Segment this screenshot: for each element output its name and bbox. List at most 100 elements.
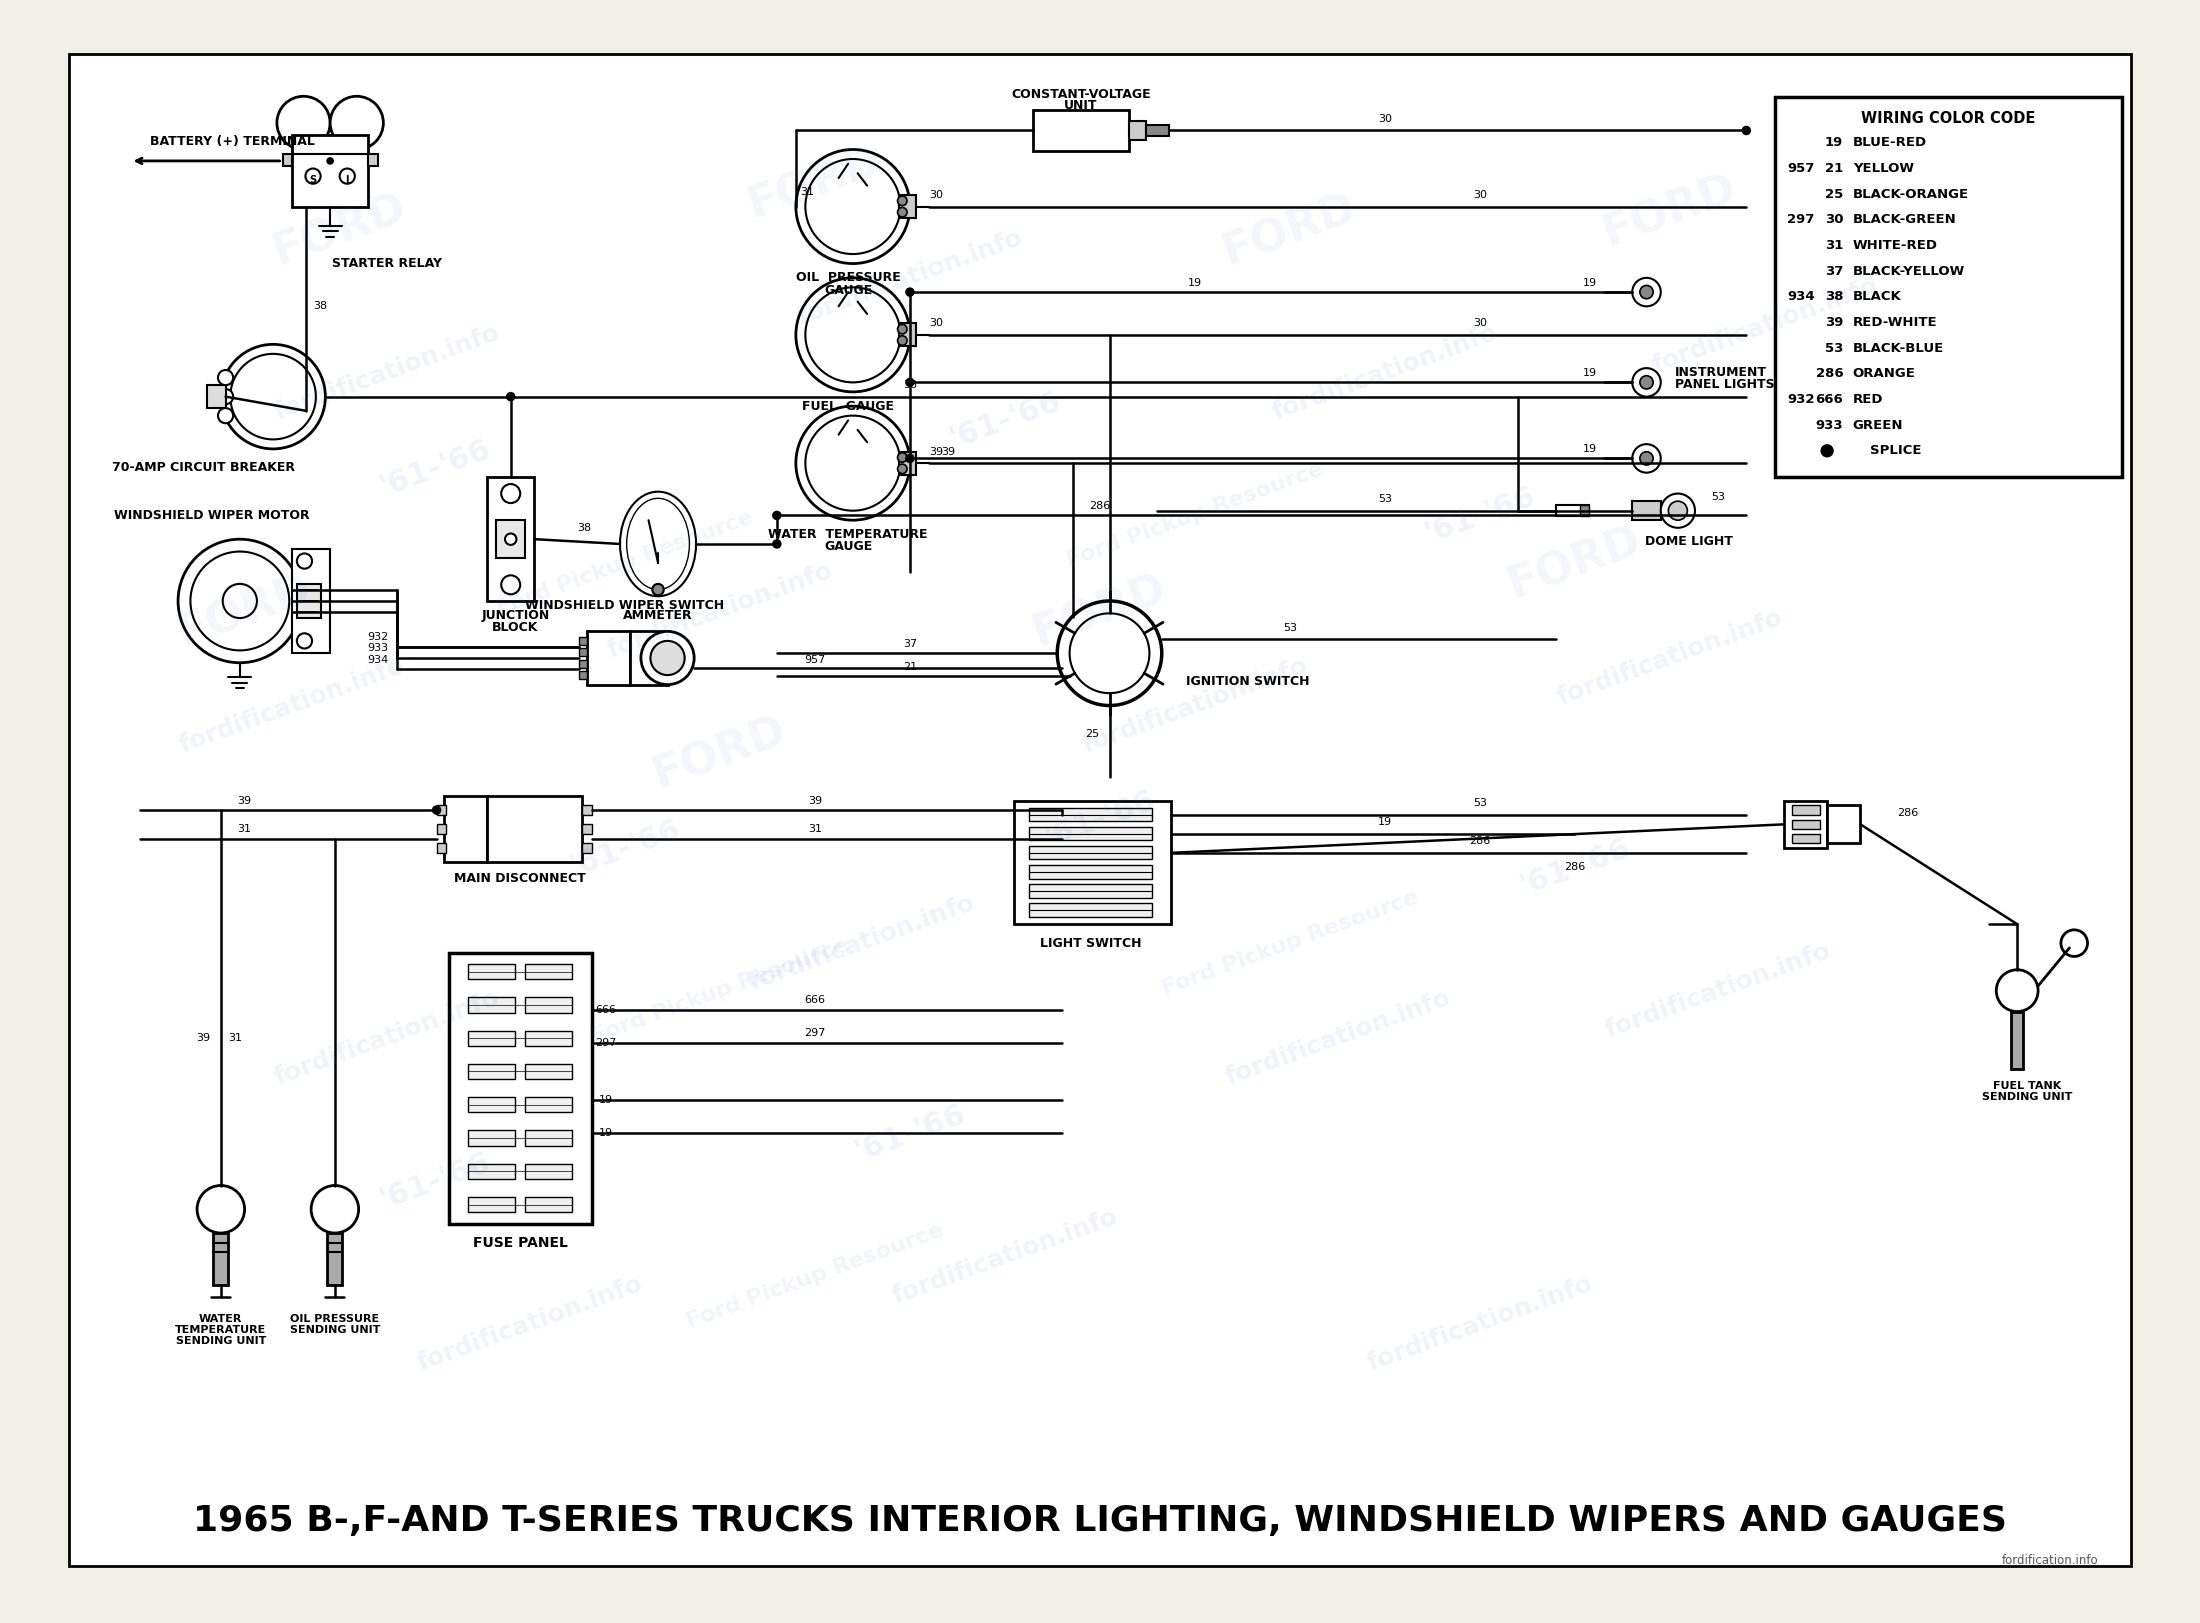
Text: OIL PRESSURE: OIL PRESSURE — [290, 1313, 378, 1324]
Circle shape — [1668, 502, 1687, 521]
Circle shape — [805, 287, 900, 383]
Bar — [1129, 122, 1146, 140]
Text: 19: 19 — [1377, 818, 1393, 828]
Text: 286: 286 — [1470, 836, 1492, 847]
Bar — [1826, 805, 1861, 844]
Text: 38: 38 — [902, 380, 917, 390]
Text: fordification.info: fordification.info — [271, 321, 504, 425]
Text: RED-WHITE: RED-WHITE — [1852, 316, 1938, 329]
Text: 37: 37 — [1824, 265, 1844, 278]
Circle shape — [218, 390, 233, 404]
Text: GAUGE: GAUGE — [825, 540, 871, 553]
Text: fordification.info: fordification.info — [176, 654, 409, 758]
Text: 297: 297 — [594, 1039, 616, 1048]
Circle shape — [1639, 375, 1652, 390]
Circle shape — [653, 584, 664, 596]
Text: BATTERY (+) TERMINAL: BATTERY (+) TERMINAL — [150, 135, 315, 148]
Circle shape — [310, 1185, 359, 1233]
Text: OIL  PRESSURE: OIL PRESSURE — [796, 271, 900, 284]
Bar — [1030, 865, 1153, 878]
Text: fordification.info: fordification.info — [794, 226, 1025, 329]
Circle shape — [640, 631, 695, 685]
Text: '61-'66: '61-'66 — [1516, 834, 1635, 901]
Text: FORD: FORD — [1503, 519, 1648, 607]
Bar — [579, 661, 587, 667]
Circle shape — [898, 464, 906, 474]
Circle shape — [1995, 971, 2037, 1011]
Text: '61-'66: '61-'66 — [851, 1100, 970, 1167]
Bar — [526, 1063, 572, 1079]
Text: 25: 25 — [1085, 729, 1100, 738]
Circle shape — [904, 287, 915, 297]
Text: 39: 39 — [196, 1034, 211, 1044]
Text: FORD: FORD — [741, 138, 889, 227]
Text: fordification.info: fordification.info — [271, 987, 504, 1091]
Text: fordification.info: fordification.info — [1078, 654, 1311, 758]
Text: '61-'66: '61-'66 — [1041, 786, 1159, 854]
Text: 19: 19 — [1188, 278, 1201, 287]
Text: 30: 30 — [931, 190, 944, 200]
Text: Ford Pickup Resource: Ford Pickup Resource — [1065, 459, 1327, 571]
Text: fordification.info: fordification.info — [1221, 987, 1454, 1091]
Circle shape — [218, 407, 233, 424]
Bar — [444, 795, 486, 862]
Text: fordification.info: fordification.info — [603, 558, 836, 662]
Circle shape — [502, 484, 519, 503]
Bar — [898, 195, 915, 217]
Circle shape — [1632, 278, 1661, 307]
Text: 37: 37 — [902, 639, 917, 649]
Bar — [1146, 125, 1170, 136]
Bar — [282, 154, 293, 166]
Text: I: I — [345, 175, 350, 185]
Text: fordification.info: fordification.info — [746, 891, 979, 995]
Bar — [436, 824, 447, 834]
Circle shape — [1639, 451, 1652, 466]
Text: 70-AMP CIRCUIT BREAKER: 70-AMP CIRCUIT BREAKER — [112, 461, 295, 474]
Text: Ford Pickup Resource: Ford Pickup Resource — [684, 1220, 946, 1331]
Text: SPLICE: SPLICE — [1870, 445, 1921, 458]
Bar — [526, 1164, 572, 1178]
Text: CONSTANT-VOLTAGE: CONSTANT-VOLTAGE — [1012, 88, 1151, 101]
Text: 39: 39 — [807, 795, 823, 805]
Text: 53: 53 — [1474, 799, 1487, 808]
Text: STARTER RELAY: STARTER RELAY — [332, 256, 442, 269]
Text: BLACK-YELLOW: BLACK-YELLOW — [1852, 265, 1965, 278]
Text: '61-'66: '61-'66 — [1421, 482, 1540, 549]
Text: Ford Pickup Resource: Ford Pickup Resource — [493, 506, 757, 618]
Text: FUEL  GAUGE: FUEL GAUGE — [803, 399, 893, 412]
Bar — [1030, 846, 1153, 860]
Text: 31: 31 — [1824, 239, 1844, 252]
Bar — [1555, 505, 1588, 516]
Bar — [367, 154, 378, 166]
Text: 666: 666 — [1815, 393, 1844, 406]
Bar — [526, 1031, 572, 1045]
Circle shape — [339, 169, 354, 183]
Text: 38: 38 — [576, 523, 592, 532]
Bar — [1775, 97, 2121, 477]
Text: RED: RED — [1852, 393, 1883, 406]
Text: WATER: WATER — [200, 1313, 242, 1324]
Text: BLUE-RED: BLUE-RED — [1852, 136, 1927, 149]
Text: 39: 39 — [942, 446, 955, 456]
Ellipse shape — [627, 498, 689, 589]
Text: FORD: FORD — [1217, 187, 1364, 274]
Text: 933: 933 — [367, 643, 387, 654]
Text: Ford Pickup Resource: Ford Pickup Resource — [1159, 888, 1421, 1000]
Circle shape — [277, 96, 330, 149]
Text: '61-'66: '61-'66 — [565, 815, 684, 881]
Bar — [1793, 820, 1819, 829]
Bar — [469, 997, 515, 1013]
Bar — [469, 1196, 515, 1212]
Text: FORD: FORD — [647, 709, 792, 797]
Text: fordification.info: fordification.info — [1269, 321, 1500, 425]
Bar — [583, 805, 592, 815]
Circle shape — [805, 159, 900, 255]
Text: GAUGE: GAUGE — [825, 284, 871, 297]
Text: 297: 297 — [805, 1029, 825, 1039]
Bar — [1030, 904, 1153, 917]
Text: S: S — [310, 175, 317, 185]
Text: 19: 19 — [1826, 136, 1844, 149]
Bar — [469, 1130, 515, 1146]
Ellipse shape — [620, 492, 695, 596]
Text: 286: 286 — [1564, 862, 1586, 872]
